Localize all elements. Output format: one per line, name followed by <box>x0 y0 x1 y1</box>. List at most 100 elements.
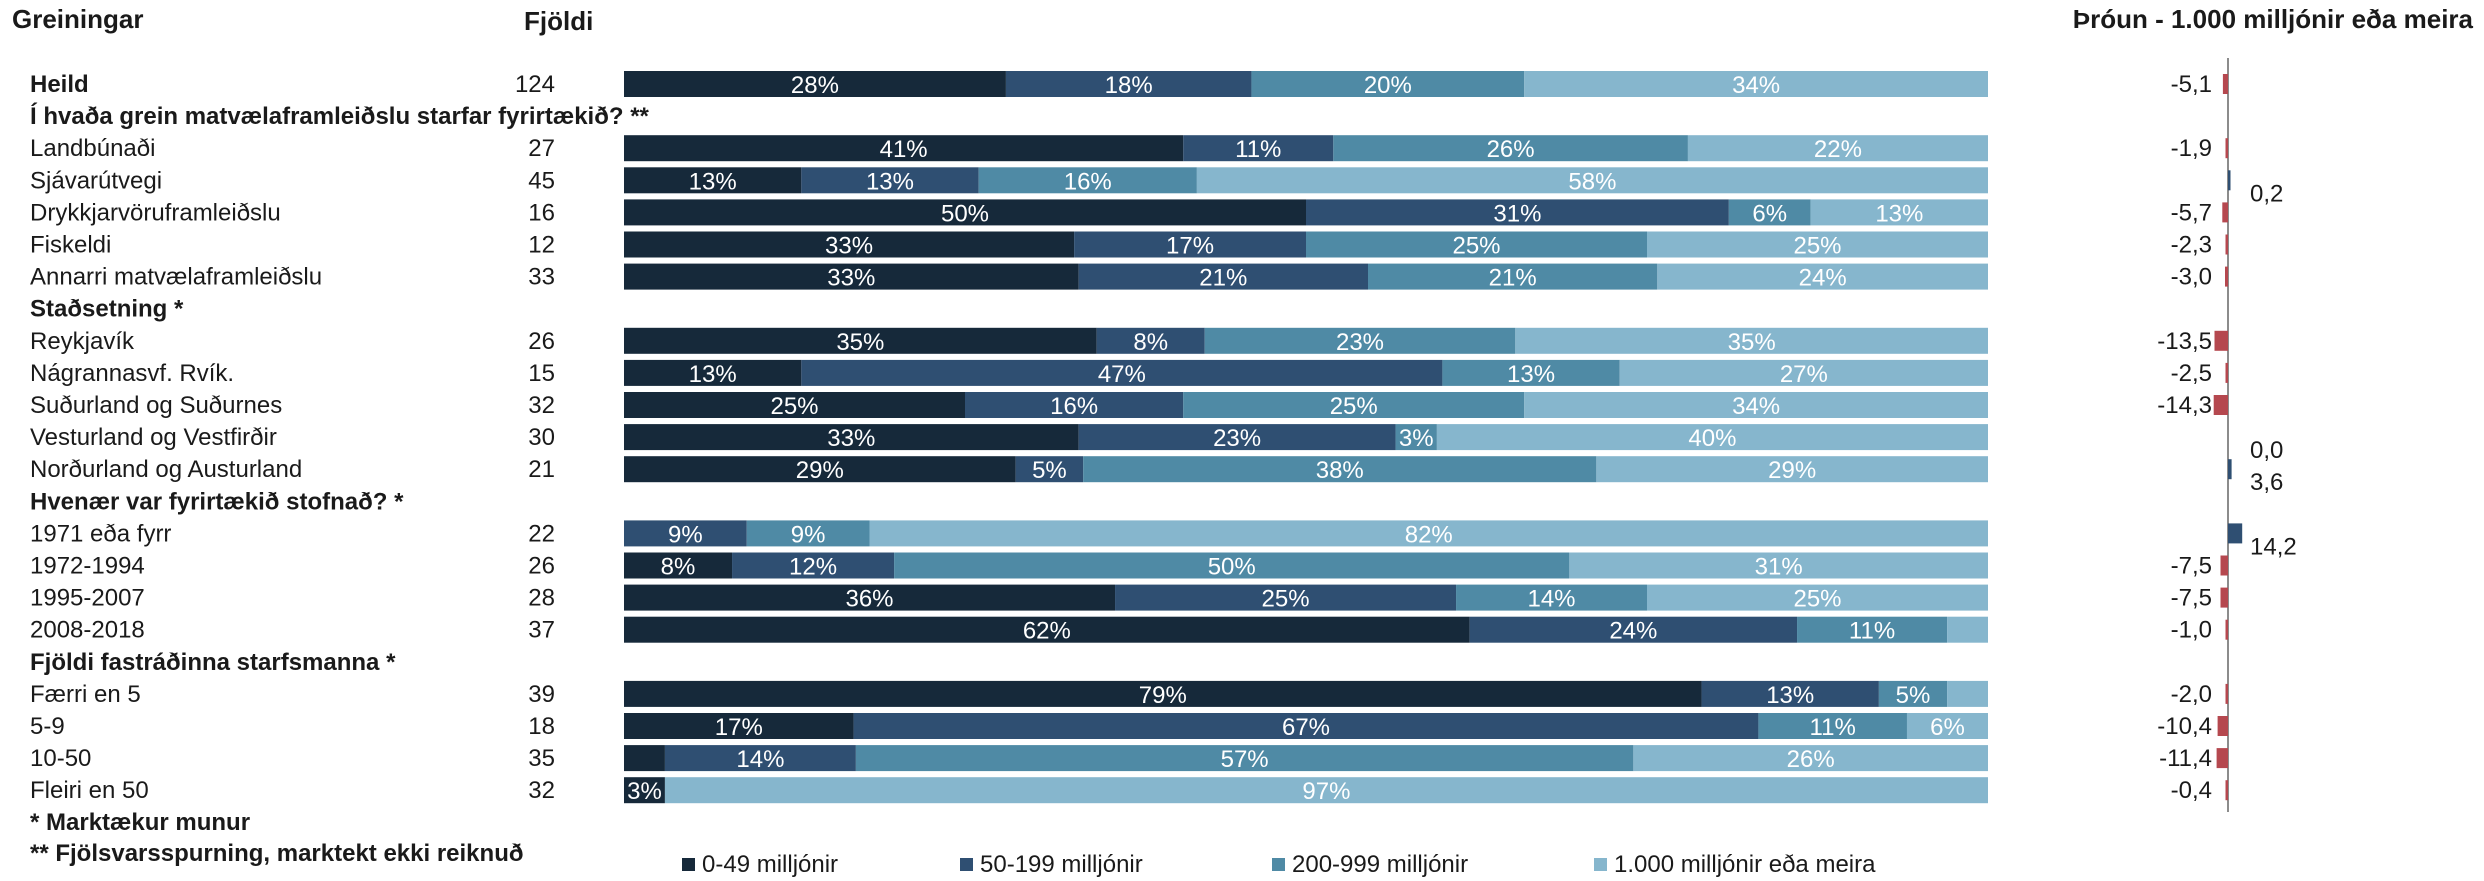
trend-value: -10,4 <box>2157 713 2212 740</box>
segment-label: 29% <box>1768 457 1816 484</box>
bar-segment <box>624 167 802 194</box>
bar-segment <box>624 359 802 386</box>
segment-label: 17% <box>1166 233 1214 260</box>
row-label: 5-9 <box>30 713 65 740</box>
segment-label: 5% <box>1032 457 1067 484</box>
segment-label: 23% <box>1336 329 1384 356</box>
segment-label: 35% <box>836 329 884 356</box>
segment-label: 25% <box>1793 233 1841 260</box>
bar-segment <box>1687 135 1988 162</box>
segment-label: 14% <box>1527 586 1575 613</box>
segment-label: 11% <box>1235 136 1281 163</box>
bar-segment <box>1878 680 1948 707</box>
segment-label: 34% <box>1732 72 1780 99</box>
row-count: 39 <box>528 681 555 708</box>
segment-label: 31% <box>1755 554 1803 581</box>
row-label: Nágrannasvf. Rvík. <box>30 360 234 387</box>
bar-segment <box>624 680 1702 707</box>
segment-label: 17% <box>715 714 763 741</box>
bar-segment <box>1251 71 1525 97</box>
bar-segment <box>1083 456 1597 483</box>
row-count: 33 <box>528 264 555 291</box>
trend-bar <box>2213 395 2228 415</box>
segment-label: 20% <box>1364 72 1412 99</box>
section-heading: Hvenær var fyrirtækið stofnað? * <box>30 488 404 515</box>
bar-segment <box>869 520 1988 547</box>
row-count: 37 <box>528 617 555 644</box>
bar-segment <box>624 199 1306 226</box>
bar-segment <box>1619 359 1988 386</box>
section-heading: Í hvaða grein matvælaframleiðslu starfar… <box>30 102 650 130</box>
segment-label: 25% <box>1452 233 1500 260</box>
bar-segment <box>1657 263 1988 290</box>
trend-bar <box>2225 266 2228 287</box>
bar-segment <box>1333 135 1688 162</box>
trend-bar <box>2225 619 2228 640</box>
row-count: 26 <box>528 328 555 355</box>
segment-label: 38% <box>1316 457 1364 484</box>
chart-rows: Heild 124 28% 18% 20% 34% -5,1 Í hvaða grein ma… <box>30 71 2297 805</box>
trend-value: -2,3 <box>2171 232 2212 259</box>
segment-label: 16% <box>1050 393 1098 420</box>
bar-segment <box>965 392 1184 418</box>
footnote-significance: * Marktækur munur <box>30 809 250 836</box>
bar-segment <box>853 713 1759 739</box>
row-label: Reykjavík <box>30 328 135 355</box>
trend-value: 0,2 <box>2250 180 2283 207</box>
bar-segment <box>1015 456 1084 483</box>
bar-segment <box>855 745 1634 772</box>
segment-label: 67% <box>1282 714 1330 741</box>
row-label: Fiskeldi <box>30 232 111 259</box>
segment-label: 9% <box>668 521 703 548</box>
bar-segment <box>1306 231 1647 258</box>
legend-label: 1.000 milljónir eða meira <box>1614 851 1876 878</box>
row-count: 18 <box>528 713 555 740</box>
segment-label: 57% <box>1221 746 1269 773</box>
trend-bar <box>2228 523 2243 544</box>
row-count: 124 <box>515 71 555 98</box>
segment-label: 8% <box>1133 329 1168 356</box>
bar-segment <box>978 167 1197 194</box>
row-label: Færri en 5 <box>30 681 141 708</box>
bar-segment <box>1633 745 1988 772</box>
bar-segment <box>1204 327 1516 354</box>
segment-label: 97% <box>1302 778 1350 805</box>
row-count: 12 <box>528 232 555 259</box>
row-count: 45 <box>528 167 555 194</box>
segment-label: 62% <box>1023 618 1071 645</box>
segment-label: 21% <box>1489 265 1537 292</box>
segment-label: 28% <box>791 72 839 99</box>
segment-label: 11% <box>1849 618 1895 645</box>
trend-value: 3,6 <box>2250 469 2283 496</box>
bar-segment <box>1442 359 1620 386</box>
trend-value: -0,4 <box>2171 777 2212 804</box>
segment-label: 34% <box>1732 393 1780 420</box>
trend-value: -5,1 <box>2171 71 2212 98</box>
bar-segment <box>1596 456 1988 483</box>
bar-segment <box>1797 616 1948 643</box>
trend-bar <box>2217 716 2228 736</box>
legend-label: 200-999 milljónir <box>1292 851 1468 878</box>
segment-label: 33% <box>827 425 875 452</box>
segment-label: 13% <box>1507 361 1555 388</box>
trend-bar <box>2220 587 2228 608</box>
legend-swatch <box>1594 858 1607 871</box>
bar-segment <box>1115 584 1457 611</box>
bar-segment <box>1395 424 1437 451</box>
segment-label: 26% <box>1487 136 1535 163</box>
segment-label: 41% <box>880 136 928 163</box>
row-label: Landbúnaði <box>30 135 155 162</box>
segment-label: 12% <box>789 554 837 581</box>
segment-label: 24% <box>1799 265 1847 292</box>
segment-label: 82% <box>1405 521 1453 548</box>
bar-segment <box>624 135 1184 162</box>
row-count: 27 <box>528 135 555 162</box>
trend-value: -2,0 <box>2171 681 2212 708</box>
legend-swatch <box>1272 858 1285 871</box>
segment-label: 58% <box>1568 168 1616 195</box>
bar-segment <box>1728 199 1811 226</box>
trend-value: -2,5 <box>2171 360 2212 387</box>
bar-segment <box>1515 327 1988 354</box>
legend-label: 50-199 milljónir <box>980 851 1143 878</box>
